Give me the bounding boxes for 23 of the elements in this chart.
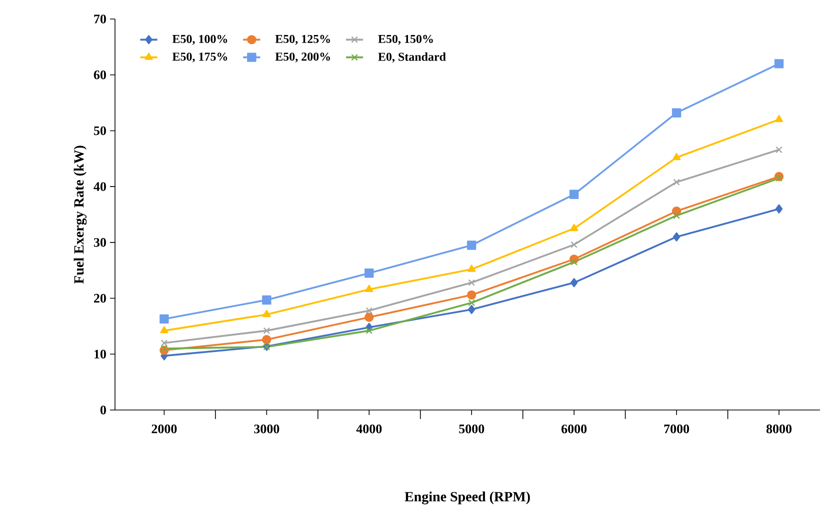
legend-label: E50, 175%	[172, 52, 228, 62]
x-tick-label: 5000	[459, 424, 484, 434]
legend-label: E50, 125%	[275, 34, 330, 45]
y-tick-label: 0	[100, 406, 106, 414]
x-tick-label: 8000	[766, 424, 792, 434]
y-tick-label: 40	[94, 182, 106, 191]
x-tick-label: 4000	[356, 424, 382, 434]
legend-label: E0, Standard	[378, 52, 446, 63]
y-axis-title: Fuel Exergy Rate (kW)	[74, 146, 87, 284]
y-tick-label: 70	[94, 14, 106, 24]
x-tick-label: 3000	[254, 424, 280, 434]
legend-label: E50, 150%	[378, 34, 433, 45]
x-tick-label: 6000	[562, 424, 587, 434]
legend-label: E50, 100%	[172, 34, 228, 45]
y-tick-label: 60	[94, 70, 106, 80]
y-tick-label: 20	[94, 294, 106, 303]
y-tick-label: 10	[94, 350, 106, 359]
x-tick-label: 7000	[664, 424, 690, 434]
y-tick-label: 30	[94, 238, 106, 247]
x-axis-title: Engine Speed (RPM)	[404, 492, 530, 504]
y-tick-label: 50	[94, 126, 106, 136]
x-tick-label: 2000	[152, 424, 177, 434]
legend-label: E50, 200%	[275, 52, 330, 62]
